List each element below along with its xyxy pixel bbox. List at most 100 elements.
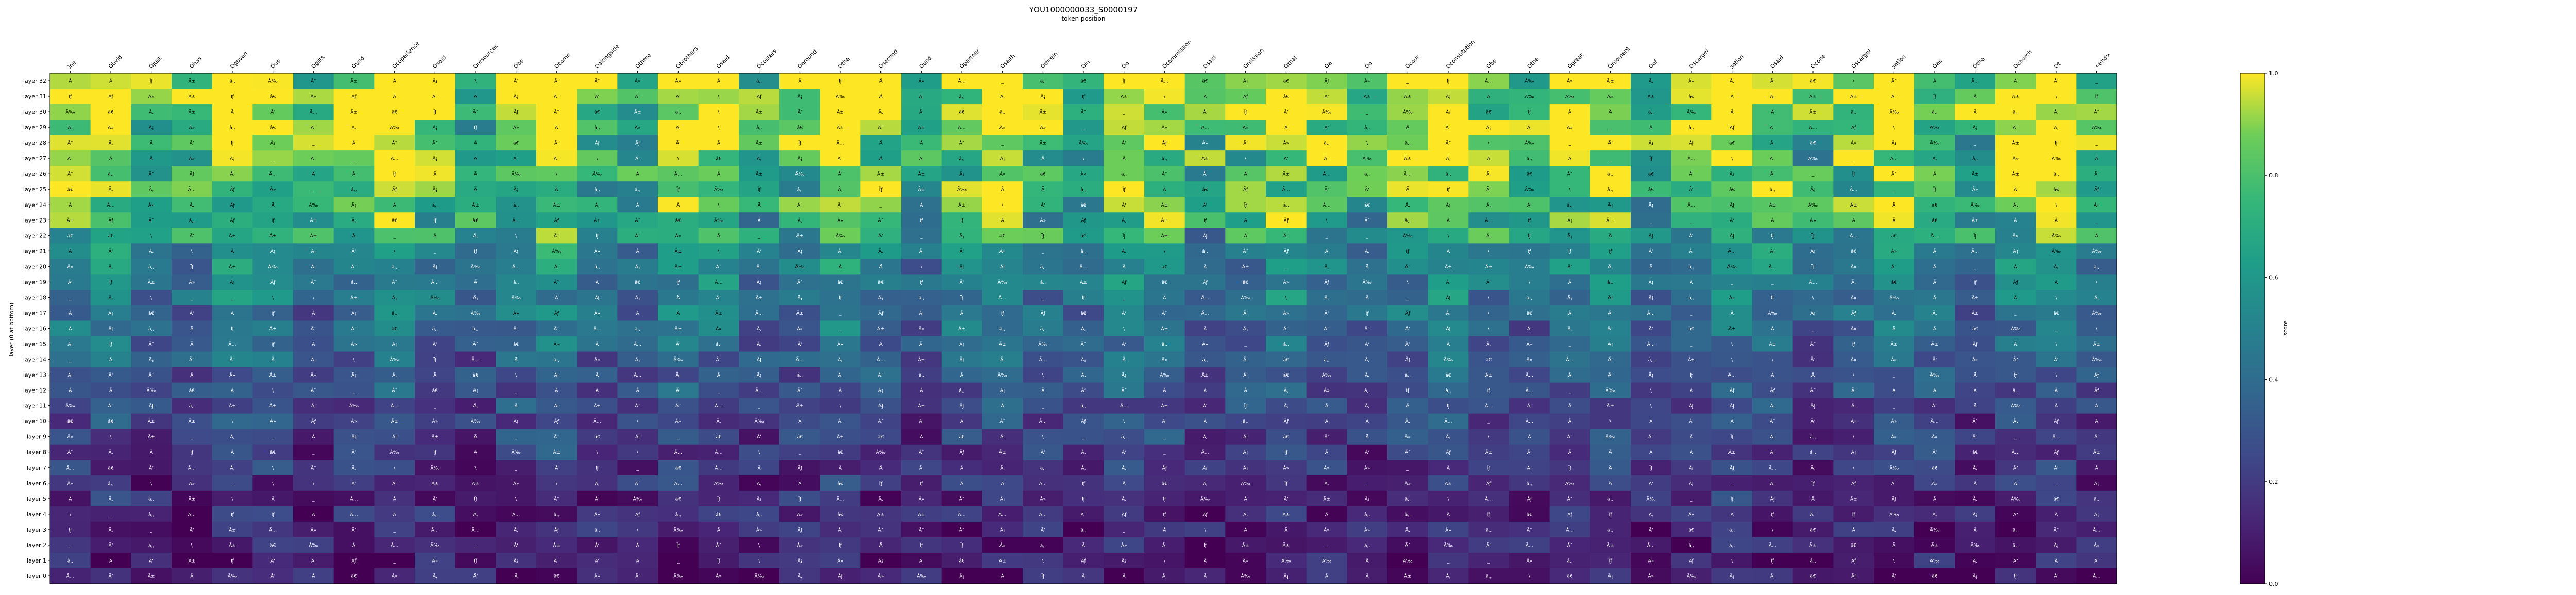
heatmap-cell — [1184, 243, 1226, 259]
heatmap-cell — [374, 552, 415, 569]
cell-label: Ã‚ — [1202, 434, 1207, 440]
heatmap-cell — [1063, 336, 1104, 352]
heatmap-cell — [1347, 166, 1388, 182]
heatmap-cell — [1955, 521, 1996, 538]
cell-label: Ã¯ — [392, 388, 397, 394]
heatmap-cell — [1671, 104, 1712, 120]
heatmap-cell — [1306, 460, 1347, 476]
heatmap-cell — [1711, 181, 1753, 197]
cell-label: _ — [1001, 79, 1004, 84]
heatmap-cell — [1955, 336, 1996, 352]
cell-label: Ãƒ — [2054, 450, 2059, 455]
cell-label: Ä — [393, 79, 397, 84]
heatmap-cell — [455, 367, 496, 383]
cell-label: \ — [1569, 188, 1571, 193]
cell-label: Ãƒ — [1162, 465, 1167, 471]
y-tick-label: layer 1 — [27, 557, 46, 564]
heatmap-cell — [1063, 135, 1104, 151]
heatmap-cell — [455, 305, 496, 321]
cell-label: Ã… — [66, 465, 74, 471]
cell-label: Ã¯ — [1283, 233, 1289, 239]
cell-label: Ã — [2095, 465, 2099, 471]
heatmap-cell — [172, 150, 213, 166]
cell-label: Ä — [676, 295, 680, 301]
cell-label: Ã± — [1809, 542, 1817, 548]
heatmap-cell — [1306, 506, 1347, 522]
heatmap-cell — [131, 336, 172, 352]
heatmap-cell — [50, 351, 91, 368]
heatmap-cell — [1468, 413, 1510, 430]
heatmap-cell — [252, 568, 294, 584]
cell-label: â€ — [1851, 543, 1857, 548]
cell-label: Ã‘ — [1365, 450, 1369, 455]
heatmap-cell — [901, 197, 942, 213]
cell-label: Ã¯ — [635, 94, 640, 100]
cell-label: _ — [2055, 327, 2058, 332]
heatmap-cell — [941, 104, 982, 120]
cell-label: â€ — [1283, 373, 1290, 378]
heatmap-cell — [1874, 552, 1915, 569]
cell-label: Ã‚ — [1324, 264, 1329, 270]
x-tick-label: Oa — [1364, 60, 1374, 70]
heatmap-cell — [1023, 320, 1064, 337]
cell-label: Ä¡ — [1891, 141, 1896, 146]
heatmap-cell — [1671, 490, 1712, 507]
heatmap-cell — [333, 521, 375, 538]
cell-label: Ã… — [188, 512, 196, 517]
heatmap-cell — [1144, 104, 1185, 120]
heatmap-cell — [172, 521, 213, 538]
heatmap-cell — [374, 274, 415, 291]
cell-label: Ãƒ — [1122, 512, 1127, 517]
heatmap-cell — [739, 382, 780, 399]
heatmap-cell — [860, 243, 902, 259]
cell-label: Ã… — [593, 419, 601, 424]
cell-label: â‚‚ — [594, 126, 600, 131]
heatmap-cell — [1347, 212, 1388, 228]
heatmap-cell — [1225, 320, 1266, 337]
heatmap-cell — [1468, 382, 1510, 399]
heatmap-cell — [131, 382, 172, 399]
heatmap-cell — [1266, 475, 1307, 491]
y-tick-label: layer 9 — [27, 434, 46, 440]
cell-label: â€ — [2053, 311, 2059, 316]
cell-label: â€ — [1931, 218, 1938, 224]
cell-label: Ã± — [1607, 542, 1614, 548]
heatmap-cell — [577, 290, 618, 306]
cell-label: \ — [596, 450, 598, 455]
cell-label: Ã‚ — [1486, 233, 1491, 239]
heatmap-cell — [293, 89, 334, 105]
cell-label: â‚‚ — [1324, 358, 1329, 363]
cell-label: Ã± — [1688, 357, 1695, 363]
cell-label: Ä — [1487, 156, 1491, 162]
heatmap-cell — [658, 460, 699, 476]
cell-label: Â» — [1404, 480, 1411, 486]
heatmap-cell — [1833, 89, 1874, 105]
cell-label: Ã‰ — [714, 481, 723, 486]
heatmap-cell — [1266, 104, 1307, 120]
heatmap-cell — [2036, 382, 2077, 399]
heatmap-cell — [415, 413, 456, 430]
heatmap-cell — [577, 104, 618, 120]
cell-label: Ä¡ — [1243, 450, 1248, 455]
heatmap-cell — [293, 135, 334, 151]
cell-label: \ — [1488, 249, 1490, 254]
cell-label: â€ — [878, 435, 884, 440]
cell-label: â‚‚ — [432, 327, 438, 332]
cell-label: Ã‘ — [2054, 465, 2058, 471]
heatmap-cell — [2036, 336, 2077, 352]
heatmap-cell — [1468, 351, 1510, 368]
cell-label: â‚‚ — [1527, 481, 1532, 486]
heatmap-cell — [2076, 444, 2117, 461]
heatmap-cell — [1631, 197, 1672, 213]
cell-label: Ã‚ — [1122, 496, 1126, 502]
cell-label: â€ — [108, 234, 114, 239]
heatmap-cell — [374, 305, 415, 321]
heatmap-cell — [1833, 367, 1874, 383]
heatmap-cell — [50, 73, 91, 89]
cell-label: Â» — [2012, 233, 2019, 239]
heatmap-cell — [617, 305, 658, 321]
heatmap-cell — [698, 104, 739, 120]
heatmap-cell — [333, 150, 375, 166]
heatmap-cell — [496, 212, 537, 228]
cell-label: Ä — [1690, 388, 1693, 394]
